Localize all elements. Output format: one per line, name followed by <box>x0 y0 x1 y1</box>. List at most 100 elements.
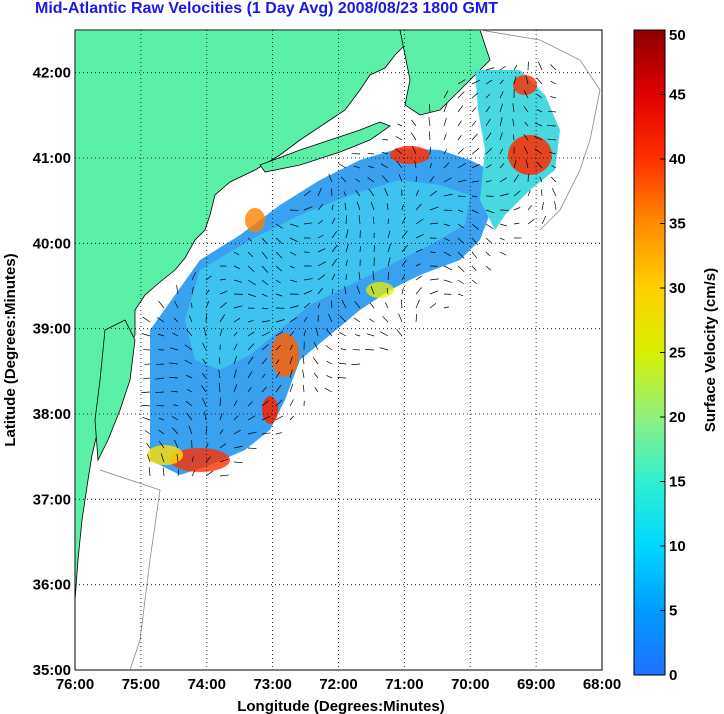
velocity-arrow <box>146 442 151 449</box>
velocity-arrow <box>471 164 480 169</box>
velocity-arrow <box>539 176 543 183</box>
velocity-arrow <box>550 80 557 85</box>
velocity-arrow <box>415 263 421 267</box>
velocity-arrow <box>341 299 347 309</box>
velocity-arrow <box>303 222 313 225</box>
x-tick-labels: 76:00 75:00 74:00 73:00 72:00 71:00 70:00 69:00… <box>56 676 621 693</box>
velocity-arrow <box>471 92 479 99</box>
velocity-arrow <box>367 177 375 183</box>
velocity-arrow <box>443 265 453 271</box>
velocity-arrow <box>355 178 361 183</box>
velocity-arrow <box>525 159 529 169</box>
velocity-hotspot <box>147 445 183 465</box>
velocity-arrow <box>513 174 520 183</box>
velocity-arrow <box>303 190 311 197</box>
velocity-arrow <box>247 279 256 286</box>
velocity-arrow <box>219 474 229 477</box>
velocity-arrow <box>397 123 403 127</box>
colorbar-tick-label: 35 <box>669 216 686 233</box>
velocity-arrow <box>233 251 240 256</box>
velocity-arrow <box>415 203 422 211</box>
velocity-arrow <box>204 411 207 421</box>
velocity-arrow <box>443 209 452 211</box>
velocity-arrow <box>527 190 531 197</box>
velocity-arrow <box>219 397 221 407</box>
velocity-arrow <box>367 153 375 155</box>
velocity-arrow <box>499 177 507 183</box>
velocity-arrow <box>411 119 417 127</box>
colorbar-tick-label: 0 <box>669 667 677 684</box>
velocity-arrow <box>141 404 151 407</box>
velocity-arrow <box>443 306 450 309</box>
velocity-arrow <box>317 288 323 295</box>
velocity-arrow <box>219 302 228 309</box>
velocity-arrow <box>247 293 256 298</box>
velocity-arrow <box>415 218 424 225</box>
bathymetry-contour <box>99 469 161 670</box>
velocity-arrow <box>247 265 255 272</box>
velocity-arrow <box>523 133 529 141</box>
velocity-arrow <box>289 265 295 269</box>
velocity-arrow <box>471 265 477 271</box>
velocity-arrow <box>170 390 179 393</box>
velocity-arrow <box>317 187 322 197</box>
x-tick-label: 74:00 <box>188 676 226 693</box>
velocity-arrow <box>337 377 347 379</box>
velocity-arrow <box>353 165 361 169</box>
velocity-arrow <box>415 190 420 197</box>
velocity-arrow <box>457 195 466 197</box>
velocity-arrow <box>188 315 193 323</box>
velocity-arrow <box>261 358 268 365</box>
velocity-arrow <box>261 373 266 379</box>
velocity-arrow <box>379 347 389 351</box>
velocity-arrow <box>499 237 505 241</box>
velocity-arrow <box>171 427 179 435</box>
colorbar-tick-label: 15 <box>669 474 686 491</box>
cape-cod <box>399 30 491 116</box>
velocity-arrow <box>380 163 389 169</box>
velocity-arrow <box>247 387 252 393</box>
velocity-arrow <box>261 386 267 393</box>
velocity-hotspot <box>262 396 278 424</box>
velocity-hotspot <box>390 146 430 164</box>
velocity-arrow <box>536 161 543 169</box>
velocity-arrow <box>401 216 406 225</box>
velocity-arrow <box>247 237 253 242</box>
velocity-arrow <box>443 162 450 169</box>
velocity-arrow <box>485 237 492 244</box>
colorbar-tick-label: 45 <box>669 87 686 104</box>
velocity-arrow <box>156 363 165 366</box>
velocity-arrow <box>527 173 529 183</box>
velocity-arrow <box>412 145 417 155</box>
velocity-arrow <box>275 319 285 323</box>
velocity-arrow <box>261 432 271 435</box>
velocity-arrow <box>386 203 389 211</box>
velocity-arrow <box>428 131 431 141</box>
velocity-arrow <box>457 237 465 245</box>
velocity-arrow <box>331 258 338 267</box>
velocity-arrow <box>247 371 253 379</box>
velocity-arrow <box>186 388 193 393</box>
velocity-arrow <box>177 469 180 477</box>
velocity-hotspot <box>508 135 552 175</box>
y-tick-labels: 42:00 41:00 40:00 39:00 38:00 37:00 36:00 35:00 <box>33 65 71 679</box>
velocity-arrow <box>201 385 207 393</box>
velocity-arrow <box>471 223 479 230</box>
y-axis-label: Latitude (Degrees:Minutes) <box>2 253 19 446</box>
velocity-arrow <box>384 188 389 197</box>
velocity-arrow <box>303 206 313 211</box>
velocity-arrow <box>339 362 347 365</box>
velocity-arrow <box>457 163 466 169</box>
velocity-arrow <box>471 195 478 198</box>
velocity-arrow <box>429 290 439 295</box>
velocity-arrow <box>289 237 298 243</box>
velocity-arrow <box>158 429 165 435</box>
velocity-arrow <box>289 356 293 365</box>
velocity-arrow <box>201 397 207 407</box>
velocity-arrow <box>527 218 535 225</box>
velocity-arrow <box>369 318 375 323</box>
velocity-arrow <box>218 369 221 379</box>
velocity-arrow <box>429 190 438 197</box>
velocity-arrow <box>202 358 207 365</box>
velocity-arrow <box>233 343 238 351</box>
